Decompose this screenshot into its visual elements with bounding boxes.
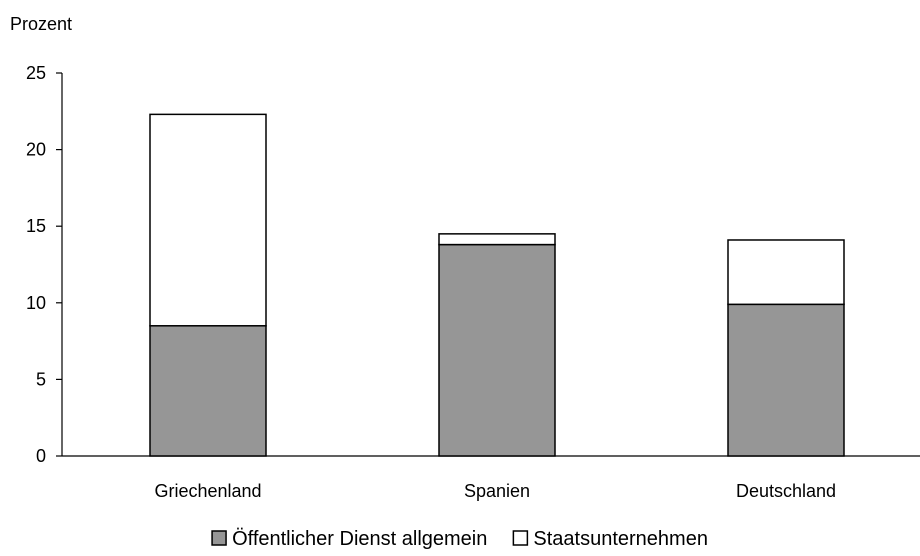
- category-label: Griechenland: [154, 481, 261, 501]
- y-axis-unit-label: Prozent: [10, 14, 72, 34]
- y-tick-label: 5: [36, 369, 46, 389]
- y-tick-label: 25: [26, 63, 46, 83]
- bars: [149, 113, 845, 457]
- y-tick-label: 10: [26, 293, 46, 313]
- y-tick-label: 20: [26, 140, 46, 160]
- bar-segment-oeffentlicher-dienst: [727, 303, 845, 457]
- y-tick-label: 0: [36, 446, 46, 466]
- legend-label: Öffentlicher Dienst allgemein: [232, 528, 487, 550]
- category-label: Deutschland: [736, 481, 836, 501]
- legend-swatch: [211, 530, 227, 546]
- legend-label: Staatsunternehmen: [533, 528, 708, 550]
- bar-segment-oeffentlicher-dienst: [438, 243, 556, 457]
- category-label: Spanien: [464, 481, 530, 501]
- bar-segment-oeffentlicher-dienst: [149, 325, 267, 457]
- bar-segment-staatsunternehmen: [727, 239, 845, 306]
- legend: Öffentlicher Dienst allgemein Staatsunter…: [211, 528, 708, 550]
- bar-segment-staatsunternehmen: [149, 113, 267, 327]
- legend-swatch: [512, 530, 529, 546]
- category-labels: Griechenland Spanien Deutschland: [154, 481, 836, 501]
- y-tick-label: 15: [26, 216, 46, 236]
- bar-segment-staatsunternehmen: [438, 233, 556, 246]
